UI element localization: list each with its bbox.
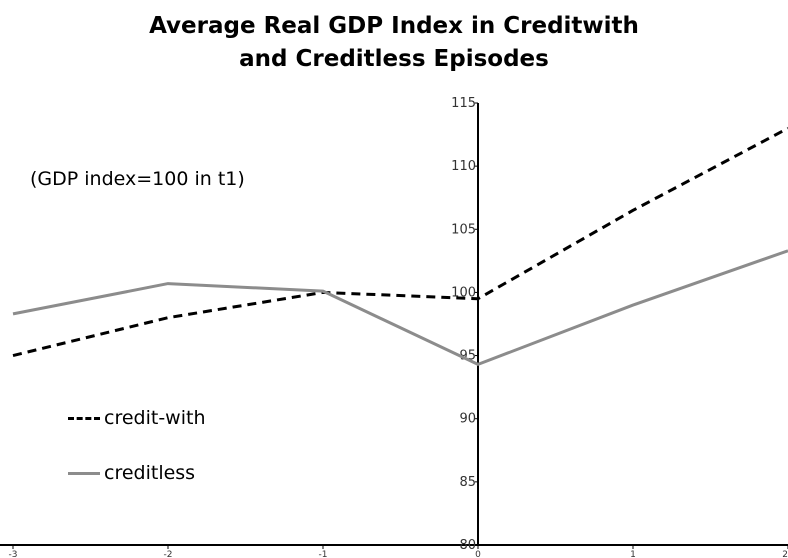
y-tick-label: 80 [459,538,476,553]
series-layer [12,126,788,366]
x-tick-label: -3 [9,550,18,558]
legend-swatch-solid [68,471,100,475]
chart-title: Average Real GDP Index in Creditwith and… [0,10,788,76]
x-tick-label: 2 [782,550,788,558]
y-tick-label: 90 [459,412,476,427]
legend-item-creditless: creditless [68,462,195,484]
y-tick-label: 105 [451,222,476,237]
x-tick-label: -1 [319,550,328,558]
legend-label: creditless [104,462,196,484]
series-line-credit-with [12,126,788,358]
y-tick-label: 85 [459,475,476,490]
y-tick-label: 115 [451,96,476,111]
legend-label: credit-with [104,407,206,429]
chart-title-line-1: Average Real GDP Index in Creditwith [149,13,639,39]
legend-item-credit-with: credit-with [68,407,206,429]
x-tick-label: 0 [475,550,481,558]
legend-swatch-dashed [68,416,100,420]
series-line-creditless [12,249,788,366]
x-tick-label: -2 [164,550,173,558]
x-tick-label: 1 [630,550,636,558]
chart-annotation: (GDP index=100 in t1) [30,168,245,190]
chart-title-line-2: and Creditless Episodes [239,46,549,72]
y-tick-label: 110 [451,159,476,174]
y-tick-label: 95 [459,349,476,364]
